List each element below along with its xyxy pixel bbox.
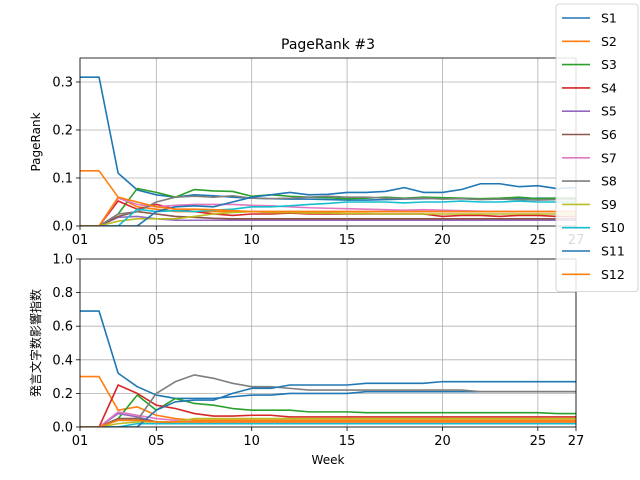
y-tick-label: 1.0 — [52, 253, 73, 268]
legend-frame — [555, 3, 639, 293]
influence-axes: 01 05 10 15 20 25 27 0.0 0.2 0.4 0.6 0.8 1.0 Week 発… — [28, 253, 584, 468]
x-tick-label: 25 — [530, 233, 547, 248]
x-tick-label: 01 — [72, 434, 89, 449]
series-line-s8 — [80, 194, 576, 226]
legend-label: S6 — [601, 127, 617, 142]
series-line-s4 — [80, 384, 576, 427]
legend-label: S4 — [601, 80, 617, 95]
series-line-s12 — [80, 196, 576, 226]
influence-y-ticks: 0.0 0.2 0.4 0.6 0.8 1.0 — [52, 253, 80, 436]
series-line-s10 — [80, 422, 576, 427]
series-line-s9 — [80, 210, 576, 226]
legend-label: S10 — [601, 220, 625, 235]
pagerank-y-ticks: 0.0 0.1 0.2 0.3 — [52, 76, 80, 235]
x-tick-label: 15 — [339, 434, 356, 449]
legend-label: S12 — [601, 267, 625, 282]
y-tick-label: 0.0 — [52, 421, 73, 436]
pagerank-chart-title: PageRank #3 — [281, 37, 375, 53]
legend-label: S3 — [601, 57, 617, 72]
y-tick-label: 0.3 — [52, 76, 73, 91]
series-line-s11 — [80, 380, 576, 427]
legend-items: S1 S2 S3 S4 S5 S6 S7 S8 S9 S10 S11 S12 — [562, 11, 625, 282]
y-tick-label: 0.4 — [52, 353, 73, 368]
influence-x-axis-label: Week — [312, 453, 345, 467]
series-line-s10 — [80, 200, 576, 226]
series-line-s12 — [80, 419, 576, 427]
y-tick-label: 0.2 — [52, 387, 73, 402]
pagerank-y-axis-label: PageRank — [29, 112, 43, 171]
x-tick-label: 10 — [243, 233, 260, 248]
y-tick-label: 0.8 — [52, 286, 73, 301]
x-tick-label: 01 — [72, 233, 89, 248]
x-tick-label: 15 — [339, 233, 356, 248]
y-tick-label: 0.6 — [52, 320, 73, 335]
x-tick-label: 05 — [148, 233, 165, 248]
influence-y-axis-label: 発言文字数影響指数 — [28, 289, 43, 397]
x-tick-label: 25 — [530, 434, 547, 449]
influence-x-ticks: 01 05 10 15 20 25 27 — [72, 427, 585, 449]
series-line-s6 — [80, 210, 576, 226]
x-tick-label: 20 — [434, 233, 451, 248]
series-line-s8 — [80, 374, 576, 427]
y-tick-label: 0.1 — [52, 172, 73, 187]
influence-axes-frame — [79, 258, 577, 428]
x-tick-label: 20 — [434, 434, 451, 449]
legend-label: S2 — [601, 34, 617, 49]
x-tick-label: 05 — [148, 434, 165, 449]
legend-label: S11 — [601, 244, 625, 259]
y-tick-label: 0.0 — [52, 220, 73, 235]
y-tick-label: 0.2 — [52, 124, 73, 139]
pagerank-series-lines — [80, 76, 576, 226]
legend-label: S5 — [601, 104, 617, 119]
series-line-s11 — [80, 182, 576, 226]
legend-label: S9 — [601, 197, 617, 212]
legend-label: S7 — [601, 150, 617, 165]
influence-series-lines — [80, 310, 576, 427]
legend-label: S8 — [601, 174, 617, 189]
x-tick-label: 10 — [243, 434, 260, 449]
legend-label: S1 — [601, 11, 617, 26]
legend: S1 S2 S3 S4 S5 S6 S7 S8 S9 S10 S11 S12 — [555, 3, 639, 293]
series-line-s3 — [80, 187, 576, 226]
series-line-s2 — [80, 375, 576, 422]
x-tick-label: 27 — [568, 434, 585, 449]
